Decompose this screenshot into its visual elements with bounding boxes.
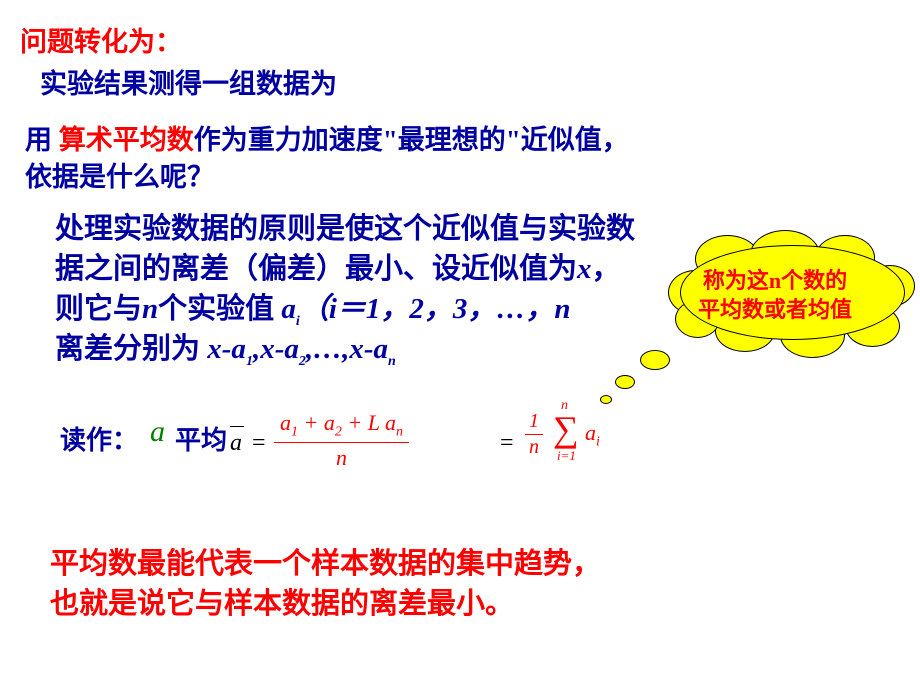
bubble-tail [615, 375, 635, 389]
p4b: x-a [207, 333, 246, 365]
a-bar: a [230, 430, 242, 457]
title: 问题转化为： [20, 20, 182, 59]
data-intro: 实验结果测得一组数据为 [40, 62, 337, 101]
fL: + L [342, 410, 385, 435]
p2c: ， [592, 253, 621, 285]
frac2-num: 1 [525, 410, 543, 435]
bubble-tail [640, 350, 670, 370]
frac1-numerator: a1 + a2 + L an [274, 410, 409, 443]
p4e: 2 [299, 354, 306, 369]
q-pre: 用 [25, 125, 59, 155]
a-bar-line [230, 426, 244, 427]
sigma-icon: ∑ [553, 408, 579, 450]
a-letter: a [150, 415, 165, 449]
ai-i: i [596, 434, 600, 449]
fan: a [385, 410, 396, 435]
p3c: 个实验值 [158, 293, 281, 325]
fs1: 1 [291, 424, 298, 439]
cloud-line-1: 称为这n个数的 [703, 268, 847, 293]
fp1: + [298, 410, 324, 435]
ai-term: ai [585, 420, 600, 450]
question-line-1: 用 算术平均数作为重力加速度"最理想的"近似值， [25, 118, 629, 157]
p2a: 据之间的离差（偏差）最小、设近似值为 [55, 253, 577, 285]
fa1: a [280, 410, 291, 435]
cloud-text: 称为这n个数的 平均数或者均值 [698, 267, 852, 324]
para-line-3: 则它与n个实验值 ai（i＝1，2，3，…，n [55, 285, 571, 330]
p3g: i＝1，2，3，…，n [329, 293, 571, 325]
q-red: 算术平均数 [59, 125, 194, 155]
fraction-1: a1 + a2 + L an n [274, 410, 409, 471]
ai-a: a [585, 420, 596, 445]
frac1-denominator: n [274, 443, 409, 471]
avg-text: 平均 [175, 420, 227, 457]
equals-1: = [252, 430, 266, 457]
p2b: x [577, 253, 592, 285]
conclusion-line-2: 也就是说它与样本数据的离差最小。 [50, 580, 514, 622]
p3d: a [281, 293, 296, 325]
sigma-top: n [561, 398, 568, 414]
frac2-den: n [525, 435, 543, 459]
para-line-2: 据之间的离差（偏差）最小、设近似值为x， [55, 245, 621, 287]
p4f: ,…,x-a [306, 333, 388, 365]
p3b: n [142, 293, 158, 325]
p4c: 1 [246, 354, 253, 369]
p3a: 则它与 [55, 293, 142, 325]
p4d: ,x-a [253, 333, 299, 365]
fa2: a [324, 410, 335, 435]
p3f: （ [300, 293, 329, 325]
bubble-tail [600, 395, 612, 404]
cloud-line-2: 平均数或者均值 [698, 297, 852, 322]
p4g: n [388, 354, 396, 369]
sigma-bottom: i=1 [557, 448, 576, 464]
read-label: 读作： [60, 420, 138, 457]
para-line-4: 离差分别为 x-a1,x-a2,…,x-an [55, 325, 396, 370]
fraction-2: 1 n [525, 410, 543, 459]
question-line-2: 依据是什么呢？ [25, 155, 214, 194]
para-line-1: 处理实验数据的原则是使这个近似值与实验数 [55, 205, 635, 247]
thought-bubble: 称为这n个数的 平均数或者均值 [680, 245, 905, 345]
equals-2: = [500, 430, 514, 457]
conclusion-line-1: 平均数最能代表一个样本数据的集中趋势， [50, 540, 601, 582]
p4a: 离差分别为 [55, 333, 207, 365]
q-post: 作为重力加速度"最理想的"近似值， [194, 125, 629, 155]
fsn: n [396, 424, 403, 439]
fs2: 2 [335, 424, 342, 439]
